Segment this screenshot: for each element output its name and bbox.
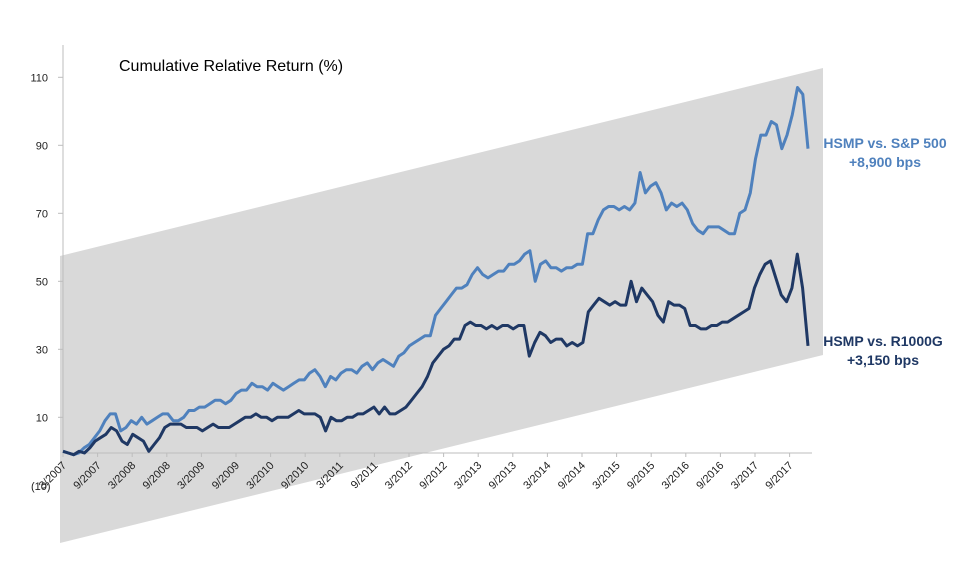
chart-title: Cumulative Relative Return (%)	[119, 58, 343, 75]
y-min-label: (10)	[31, 481, 51, 493]
x-tick-label: 9/2014	[556, 460, 588, 492]
x-tick-label: 9/2016	[694, 460, 726, 492]
x-tick-label: 9/2015	[625, 460, 657, 492]
x-tick-label: 3/2013	[452, 460, 484, 492]
y-tick-label: 90	[36, 140, 48, 152]
series-annotation-sp500: +8,900 bps	[849, 154, 921, 170]
x-tick-label: 3/2016	[660, 460, 692, 492]
x-tick-label: 3/2017	[729, 460, 761, 492]
series-label-r1000g: HSMP vs. R1000G	[823, 333, 943, 349]
series-lines	[62, 86, 810, 457]
series-line-0	[62, 86, 810, 457]
x-tick-label: 9/2013	[487, 460, 519, 492]
y-tick-label: 10	[36, 412, 48, 424]
x-tick-label: 9/2012	[417, 460, 449, 492]
x-tick-label: 9/2017	[763, 460, 795, 492]
series-label-sp500: HSMP vs. S&P 500	[823, 135, 946, 151]
y-tick-label: 110	[30, 72, 48, 84]
y-tick-label: 50	[36, 276, 48, 288]
y-tick-label: 70	[36, 208, 48, 220]
x-tick-label: 3/2015	[590, 460, 622, 492]
x-tick-label: 3/2012	[383, 460, 415, 492]
y-tick-label: 30	[36, 344, 48, 356]
series-annotation-r1000g: +3,150 bps	[847, 352, 919, 368]
series-line-1	[62, 252, 810, 457]
y-axis-ticks: 110 90 70 50 30 10	[30, 72, 63, 424]
x-tick-label: 3/2014	[521, 460, 553, 492]
